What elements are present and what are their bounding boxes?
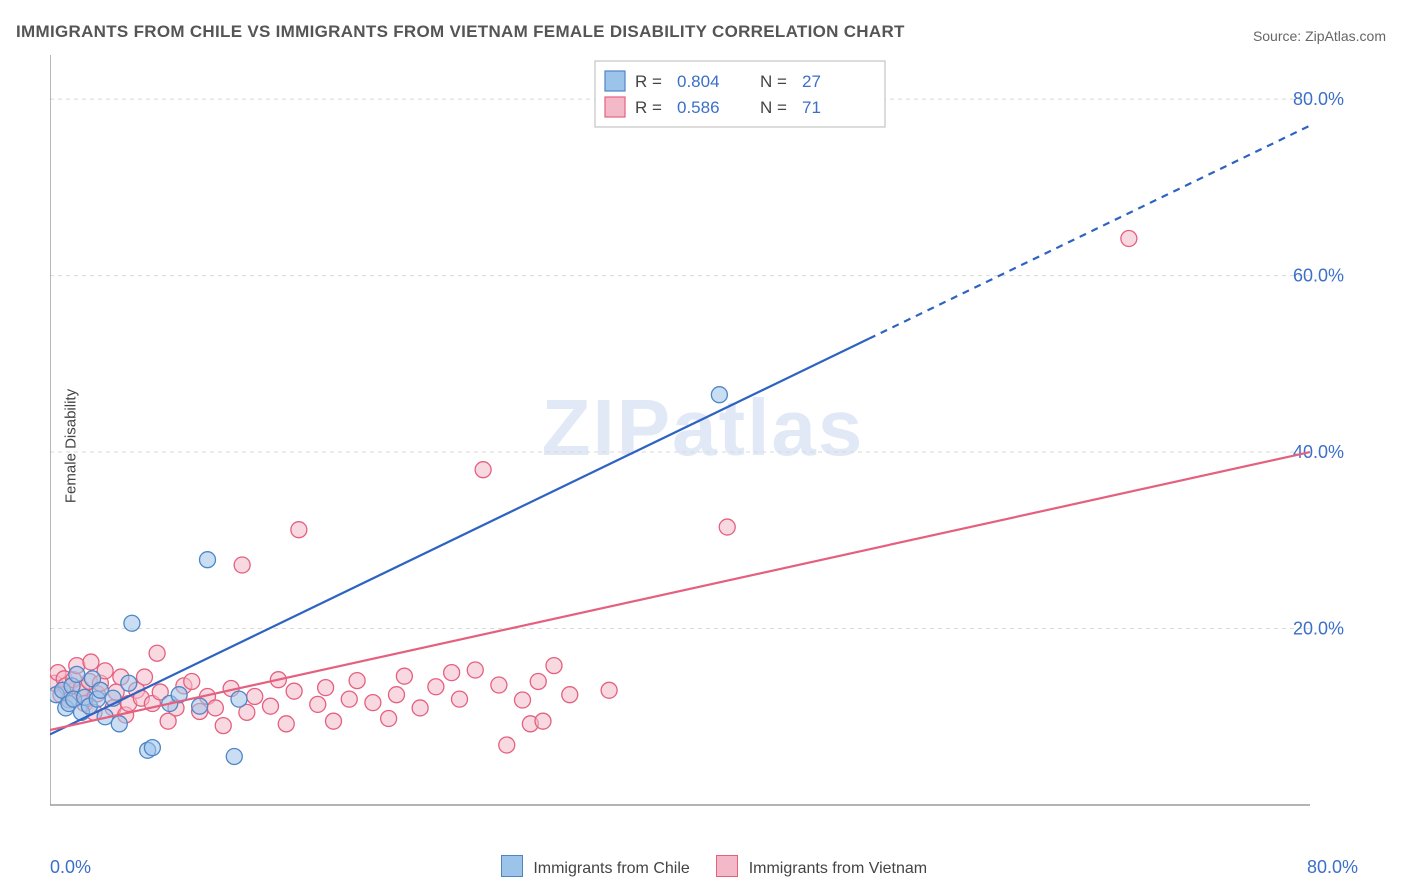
- svg-text:27: 27: [802, 72, 821, 91]
- svg-text:R =: R =: [635, 72, 662, 91]
- data-point: [200, 552, 216, 568]
- data-point: [491, 677, 507, 693]
- data-point: [226, 748, 242, 764]
- data-point: [711, 387, 727, 403]
- source-label: Source: ZipAtlas.com: [1253, 28, 1386, 44]
- data-point: [499, 737, 515, 753]
- data-point: [278, 716, 294, 732]
- chart-title: IMMIGRANTS FROM CHILE VS IMMIGRANTS FROM…: [16, 22, 905, 42]
- data-point: [111, 716, 127, 732]
- legend-swatch-chile: [501, 855, 523, 877]
- y-tick-label: 20.0%: [1293, 619, 1344, 639]
- data-point: [1121, 231, 1137, 247]
- correlation-legend: R = 0.804 N = 27 R = 0.586 N = 71: [595, 61, 885, 127]
- data-point: [192, 698, 208, 714]
- y-tick-label: 80.0%: [1293, 89, 1344, 109]
- data-point: [124, 615, 140, 631]
- data-point: [515, 692, 531, 708]
- svg-text:N =: N =: [760, 72, 787, 91]
- data-point: [719, 519, 735, 535]
- data-point: [381, 711, 397, 727]
- data-point: [475, 462, 491, 478]
- data-point: [83, 654, 99, 670]
- legend-label-vietnam: Immigrants from Vietnam: [749, 860, 927, 877]
- data-point: [452, 691, 468, 707]
- data-point: [467, 662, 483, 678]
- data-point: [601, 682, 617, 698]
- svg-text:0.586: 0.586: [677, 98, 720, 117]
- data-point: [341, 691, 357, 707]
- data-point: [562, 687, 578, 703]
- data-point: [326, 713, 342, 729]
- data-point: [349, 673, 365, 689]
- data-point: [535, 713, 551, 729]
- data-point: [291, 522, 307, 538]
- svg-text:N =: N =: [760, 98, 787, 117]
- legend-swatch-vietnam: [716, 855, 738, 877]
- data-point: [121, 675, 137, 691]
- y-tick-label: 40.0%: [1293, 442, 1344, 462]
- svg-text:71: 71: [802, 98, 821, 117]
- data-point: [310, 696, 326, 712]
- data-point: [231, 691, 247, 707]
- svg-text:0.804: 0.804: [677, 72, 720, 91]
- data-point: [530, 673, 546, 689]
- bottom-legend: Immigrants from Chile Immigrants from Vi…: [0, 855, 1406, 878]
- data-point: [247, 688, 263, 704]
- data-point: [234, 557, 250, 573]
- data-point: [396, 668, 412, 684]
- data-point: [412, 700, 428, 716]
- legend-label-chile: Immigrants from Chile: [533, 860, 689, 877]
- data-point: [286, 683, 302, 699]
- data-point: [137, 669, 153, 685]
- data-point: [144, 740, 160, 756]
- svg-text:R =: R =: [635, 98, 662, 117]
- data-point: [215, 718, 231, 734]
- data-point: [263, 698, 279, 714]
- data-point: [207, 700, 223, 716]
- data-point: [389, 687, 405, 703]
- data-point: [184, 673, 200, 689]
- data-point: [149, 645, 165, 661]
- data-point: [546, 658, 562, 674]
- data-point: [444, 665, 460, 681]
- data-point: [365, 695, 381, 711]
- scatter-plot: 20.0% 40.0% 60.0% 80.0% R = 0.804 N = 27 R = 0.58…: [50, 55, 1350, 825]
- data-point: [69, 666, 85, 682]
- data-point: [318, 680, 334, 696]
- y-tick-label: 60.0%: [1293, 266, 1344, 286]
- data-point: [428, 679, 444, 695]
